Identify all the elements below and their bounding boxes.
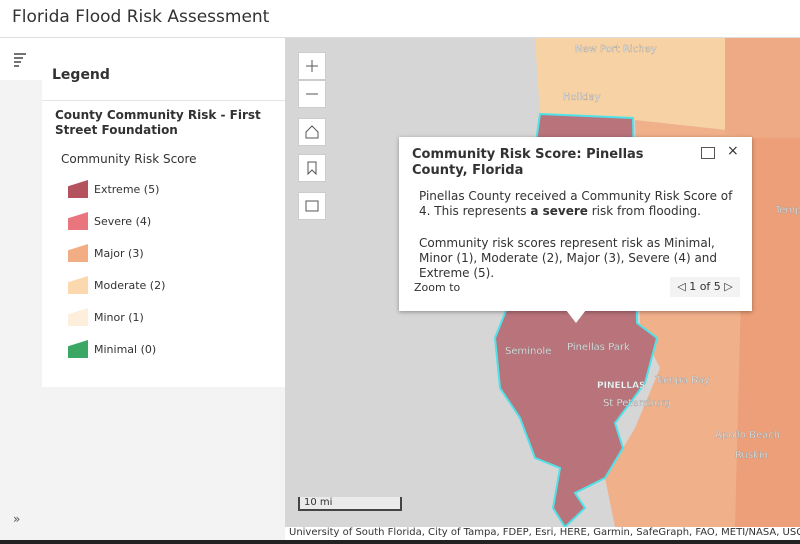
popup-body: Community risk scores represent risk as … (419, 236, 718, 280)
bookmarks[interactable] (298, 154, 326, 182)
legend-label: Major (3) (94, 247, 144, 260)
popup: Community Risk Score: Pinellas County, F… (399, 137, 752, 311)
legend-tab[interactable] (0, 38, 42, 80)
scale-bar: 10 mi (298, 497, 402, 511)
legend-panel: Legend County Community Risk - First Str… (42, 38, 285, 540)
header: Florida Flood Risk Assessment (0, 0, 800, 38)
icon (305, 125, 319, 139)
map-label: Temp (774, 205, 800, 216)
map-label: Holiday (563, 92, 601, 103)
icon (305, 200, 319, 212)
legend-swatch (68, 244, 88, 262)
map-label: Ruskin (735, 450, 768, 461)
legend-heading: Legend (52, 67, 110, 83)
popup-body: Pinellas County received a Community Ris… (419, 189, 737, 219)
zoom-label: Zoom to (414, 281, 461, 294)
map-label: PINELLAS (597, 381, 646, 391)
legend-label: Moderate (2) (94, 279, 166, 292)
expand-button[interactable]: » (13, 512, 21, 526)
legend-label: Severe (4) (94, 215, 152, 228)
popup-title: Community Risk Score: Pinellas County, F… (412, 147, 644, 178)
legend-swatch (68, 340, 88, 358)
legend: Legend County Community Risk - First Str… (42, 38, 285, 387)
county (725, 38, 800, 148)
map-label: Pinellas Park (567, 342, 630, 353)
icon (306, 93, 318, 95)
body-text: a severe (530, 204, 588, 218)
field-name: Community Risk Score (61, 152, 197, 166)
popup-pointer (566, 310, 586, 323)
close-button[interactable]: × (727, 143, 739, 159)
zoom-in[interactable] (298, 52, 326, 80)
map-label: Tampa Bay (654, 375, 710, 386)
app-title: Florida Flood Risk Assessment (12, 7, 270, 27)
icon (306, 60, 318, 72)
legend-swatch (68, 180, 88, 198)
home[interactable] (298, 118, 326, 146)
map-label: St Petersburg (603, 398, 671, 409)
map-label: Seminole (505, 346, 551, 357)
pagination[interactable]: ◁ 1 of 5 ▷ (670, 277, 740, 297)
attribution: University of South Florida, City of Tam… (285, 527, 800, 540)
zoom-to[interactable]: Zoom to (414, 281, 460, 294)
divider (42, 100, 285, 101)
zoom-out[interactable] (298, 80, 326, 108)
legend-swatch (68, 212, 88, 230)
body-text: risk from flooding. (587, 204, 701, 218)
legend-swatch (68, 308, 88, 326)
legend-label: Extreme (5) (94, 183, 160, 196)
basemap-gallery[interactable] (298, 192, 326, 220)
legend-label: Minimal (0) (94, 343, 157, 356)
legend-label: Minor (1) (94, 311, 144, 324)
body-text: Pinellas County received a Community Ris… (419, 189, 733, 218)
map-label: New Port Richey (575, 44, 657, 55)
side-rail: » (0, 38, 43, 540)
legend-icon (14, 53, 26, 67)
page-count: 1 of 5 (689, 280, 721, 293)
legend-swatch (68, 276, 88, 294)
icon (307, 161, 317, 176)
bottom-bar (0, 540, 800, 544)
layer-title: County Community Risk - First Street Fou… (55, 108, 261, 137)
dock-button[interactable] (701, 147, 715, 159)
map-label: Apollo Beach (715, 430, 780, 441)
